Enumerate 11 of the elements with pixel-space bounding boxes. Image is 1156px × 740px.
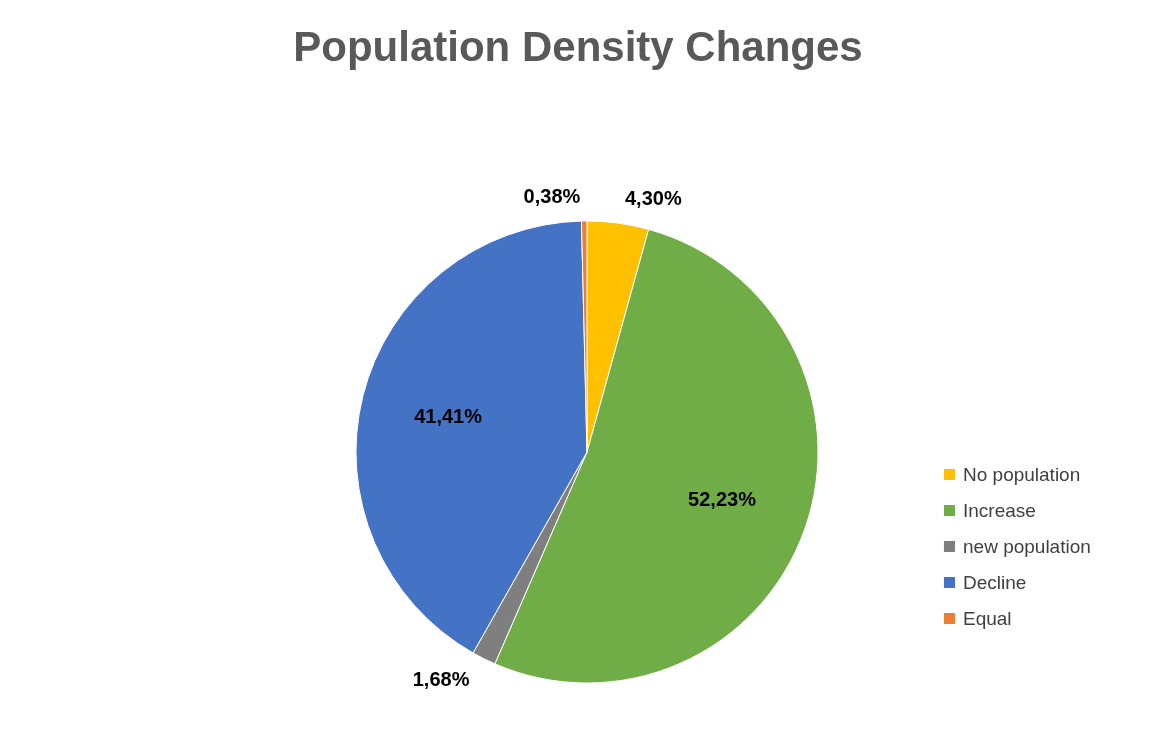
data-label: 52,23% bbox=[688, 487, 757, 510]
data-label: 4,30% bbox=[624, 187, 682, 210]
legend-label: Increase bbox=[963, 499, 1036, 521]
legend-label: Decline bbox=[963, 571, 1027, 593]
chart-title: Population Density Changes bbox=[293, 23, 863, 70]
legend-label: No population bbox=[963, 463, 1081, 485]
data-label: 41,41% bbox=[414, 405, 483, 428]
legend-label: Equal bbox=[963, 607, 1012, 629]
data-label: 1,68% bbox=[412, 668, 470, 691]
data-label: 0,38% bbox=[523, 185, 581, 208]
legend-label: new population bbox=[963, 535, 1091, 557]
